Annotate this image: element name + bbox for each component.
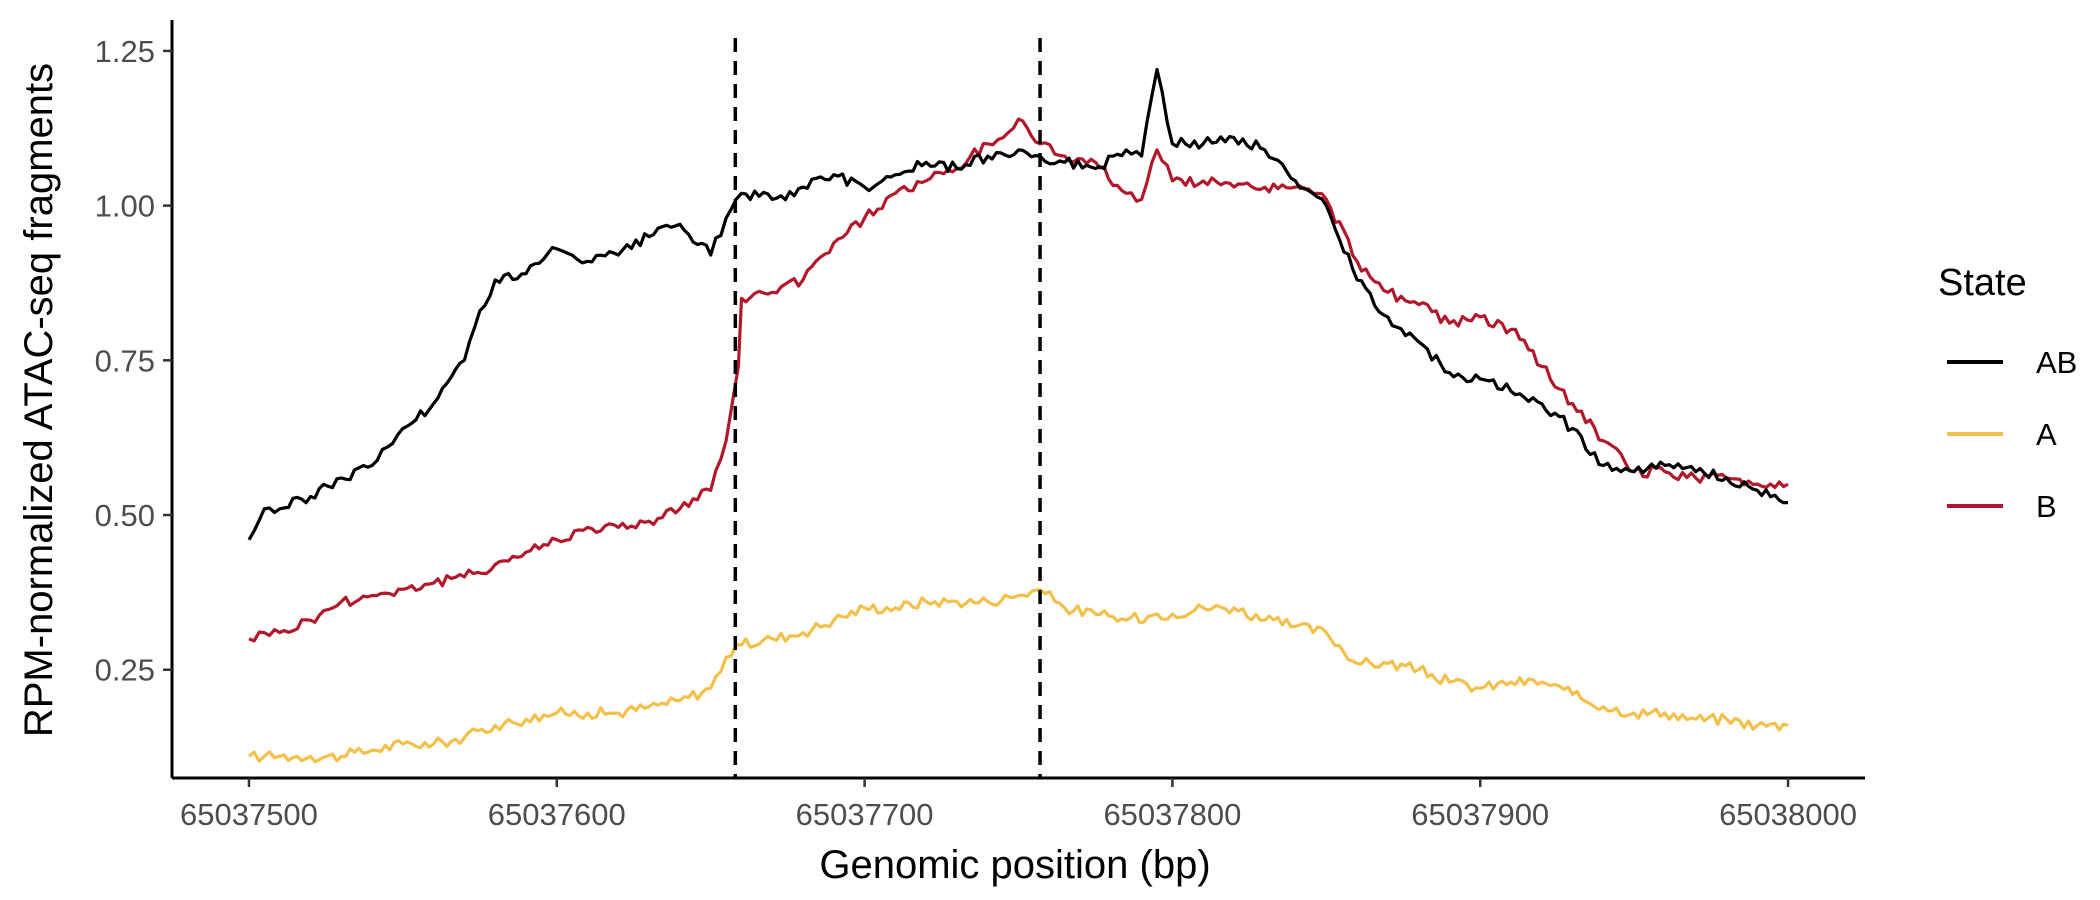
- y-tick-label: 0.25: [95, 653, 155, 688]
- x-tick-label: 65037800: [1103, 797, 1241, 832]
- y-tick-label: 1.25: [95, 34, 155, 69]
- x-tick-label: 65037700: [796, 797, 934, 832]
- series-line-ab: [247, 67, 1789, 541]
- legend-label-b: B: [2036, 489, 2057, 524]
- axes: [170, 20, 1865, 780]
- ticks: 65037500 65037600 65037700 65037800 65037900…: [95, 34, 1857, 832]
- reference-lines: [733, 38, 1042, 778]
- series-line-b: [248, 117, 1789, 643]
- y-axis-title: RPM-normalized ATAC-seq fragments: [17, 63, 61, 737]
- legend-label-ab: AB: [2036, 345, 2077, 380]
- plot-lines: [247, 67, 1789, 764]
- x-tick-label: 65037600: [488, 797, 626, 832]
- y-tick-label: 0.75: [95, 343, 155, 378]
- x-tick-label: 65038000: [1719, 797, 1857, 832]
- x-tick-label: 65037500: [180, 797, 318, 832]
- legend-title: State: [1938, 262, 2027, 304]
- x-tick-label: 65037900: [1411, 797, 1549, 832]
- y-tick-label: 0.50: [95, 498, 155, 533]
- series-line-a: [247, 587, 1789, 764]
- y-tick-label: 1.00: [95, 189, 155, 224]
- legend-label-a: A: [2036, 417, 2057, 452]
- x-axis-title: Genomic position (bp): [819, 843, 1210, 887]
